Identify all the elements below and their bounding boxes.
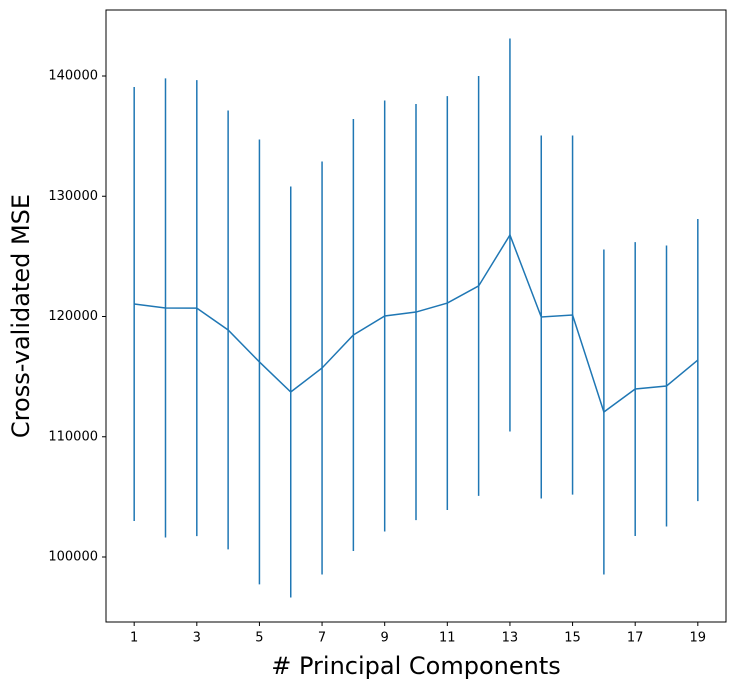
y-axis-label: Cross-validated MSE <box>7 194 35 438</box>
y-tick-label: 140000 <box>48 69 98 84</box>
x-tick-label: 7 <box>318 631 326 646</box>
x-tick-label: 11 <box>439 631 456 646</box>
plot-frame <box>105 9 727 623</box>
y-tick-label: 120000 <box>48 309 98 324</box>
x-tick-label: 19 <box>690 631 707 646</box>
x-axis-label: # Principal Components <box>271 652 560 680</box>
y-tick-label: 110000 <box>48 429 98 444</box>
x-tick-label: 13 <box>502 631 519 646</box>
x-tick-label: 9 <box>381 631 389 646</box>
y-tick-label: 130000 <box>48 189 98 204</box>
line <box>134 233 699 414</box>
x-tick-label: 15 <box>564 631 581 646</box>
x-tick-label: 5 <box>255 631 263 646</box>
y-tick-label: 100000 <box>48 550 98 565</box>
x-tick-label: 1 <box>130 631 138 646</box>
x-tick-label: 17 <box>627 631 644 646</box>
x-tick-label: 3 <box>193 631 201 646</box>
